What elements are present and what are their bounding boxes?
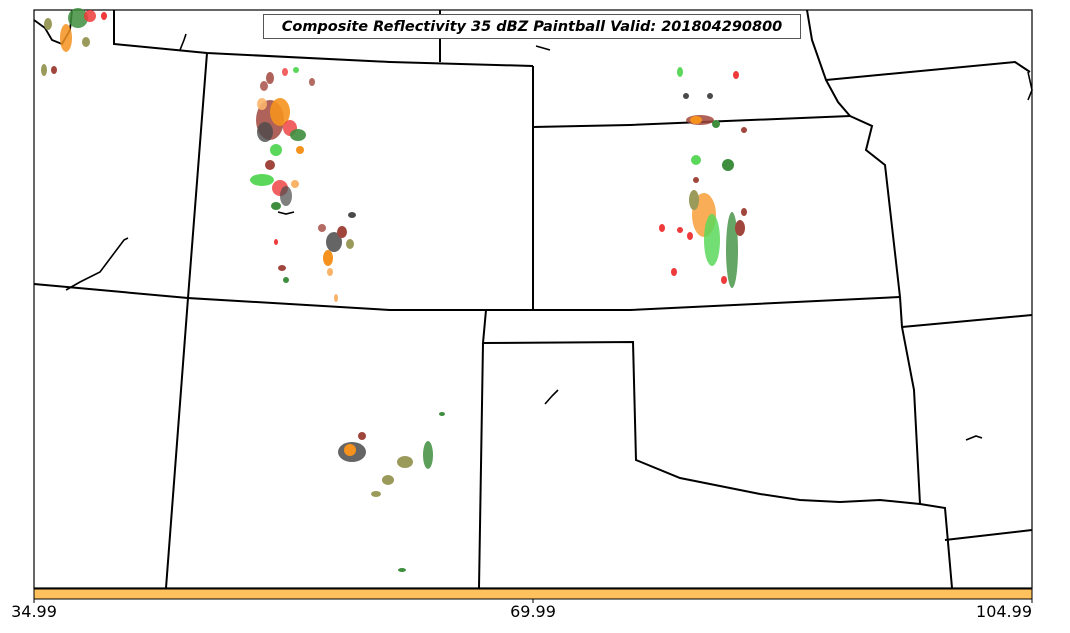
colorbar	[33, 588, 1033, 600]
state-borders	[33, 9, 1033, 589]
colorbar-tick-label-min: 34.99	[11, 602, 57, 621]
reflectivity-cluster-wyoming-north	[260, 67, 315, 91]
reflectivity-cluster-wyoming-main	[250, 98, 306, 210]
reflectivity-cluster-colorado-north	[274, 212, 356, 302]
reflectivity-cluster-new-mexico	[338, 412, 445, 572]
reflectivity-cluster-northwest-corner	[41, 8, 107, 76]
colorbar-tick-label-max: 104.99	[976, 602, 1032, 621]
map-title: Composite Reflectivity 35 dBZ Paintball …	[263, 14, 801, 39]
reflectivity-cluster-kansas	[659, 67, 747, 288]
colorbar-tick-label-mid: 69.99	[510, 602, 556, 621]
